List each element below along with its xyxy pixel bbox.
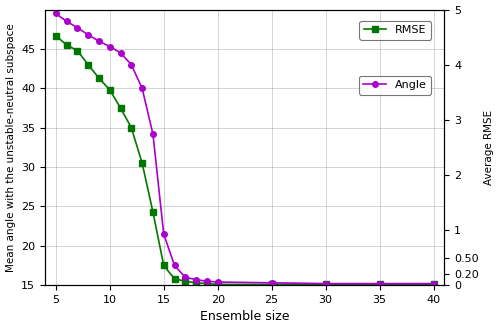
RMSE (64, 43, 70, 47)
Angle (128, 63, 134, 67)
Angle (268, 281, 274, 285)
Line: RMSE: RMSE (53, 33, 436, 287)
RMSE (118, 106, 124, 110)
RMSE (172, 277, 177, 281)
RMSE (106, 88, 112, 92)
RMSE (268, 282, 274, 286)
X-axis label: Ensemble size: Ensemble size (200, 311, 290, 323)
Angle (430, 282, 436, 286)
RMSE (53, 34, 59, 38)
RMSE (214, 282, 220, 286)
RMSE (322, 282, 328, 286)
Angle (182, 275, 188, 279)
RMSE (182, 279, 188, 283)
Angle (150, 132, 156, 136)
RMSE (204, 282, 210, 286)
RMSE (85, 63, 91, 67)
RMSE (150, 210, 156, 214)
Angle (160, 232, 166, 236)
Angle (85, 33, 91, 37)
Angle (214, 280, 220, 284)
Angle (322, 282, 328, 286)
RMSE (139, 161, 145, 165)
Angle (204, 279, 210, 283)
Angle (96, 39, 102, 43)
Angle (106, 45, 112, 49)
Angle (193, 278, 199, 282)
Line: Angle: Angle (53, 11, 436, 286)
Angle (172, 264, 177, 267)
Y-axis label: Mean angle with the unstable-neutral subspace: Mean angle with the unstable-neutral sub… (6, 23, 16, 272)
Angle (118, 51, 124, 55)
RMSE (74, 49, 80, 53)
RMSE (96, 76, 102, 80)
Angle (139, 86, 145, 90)
Angle (64, 19, 70, 23)
RMSE (160, 264, 166, 267)
Angle (376, 282, 382, 286)
Legend: Angle: Angle (359, 76, 431, 95)
Angle (53, 12, 59, 15)
RMSE (376, 282, 382, 286)
Angle (74, 26, 80, 30)
RMSE (128, 126, 134, 130)
RMSE (193, 281, 199, 285)
Y-axis label: Average RMSE: Average RMSE (484, 110, 494, 185)
RMSE (430, 282, 436, 286)
